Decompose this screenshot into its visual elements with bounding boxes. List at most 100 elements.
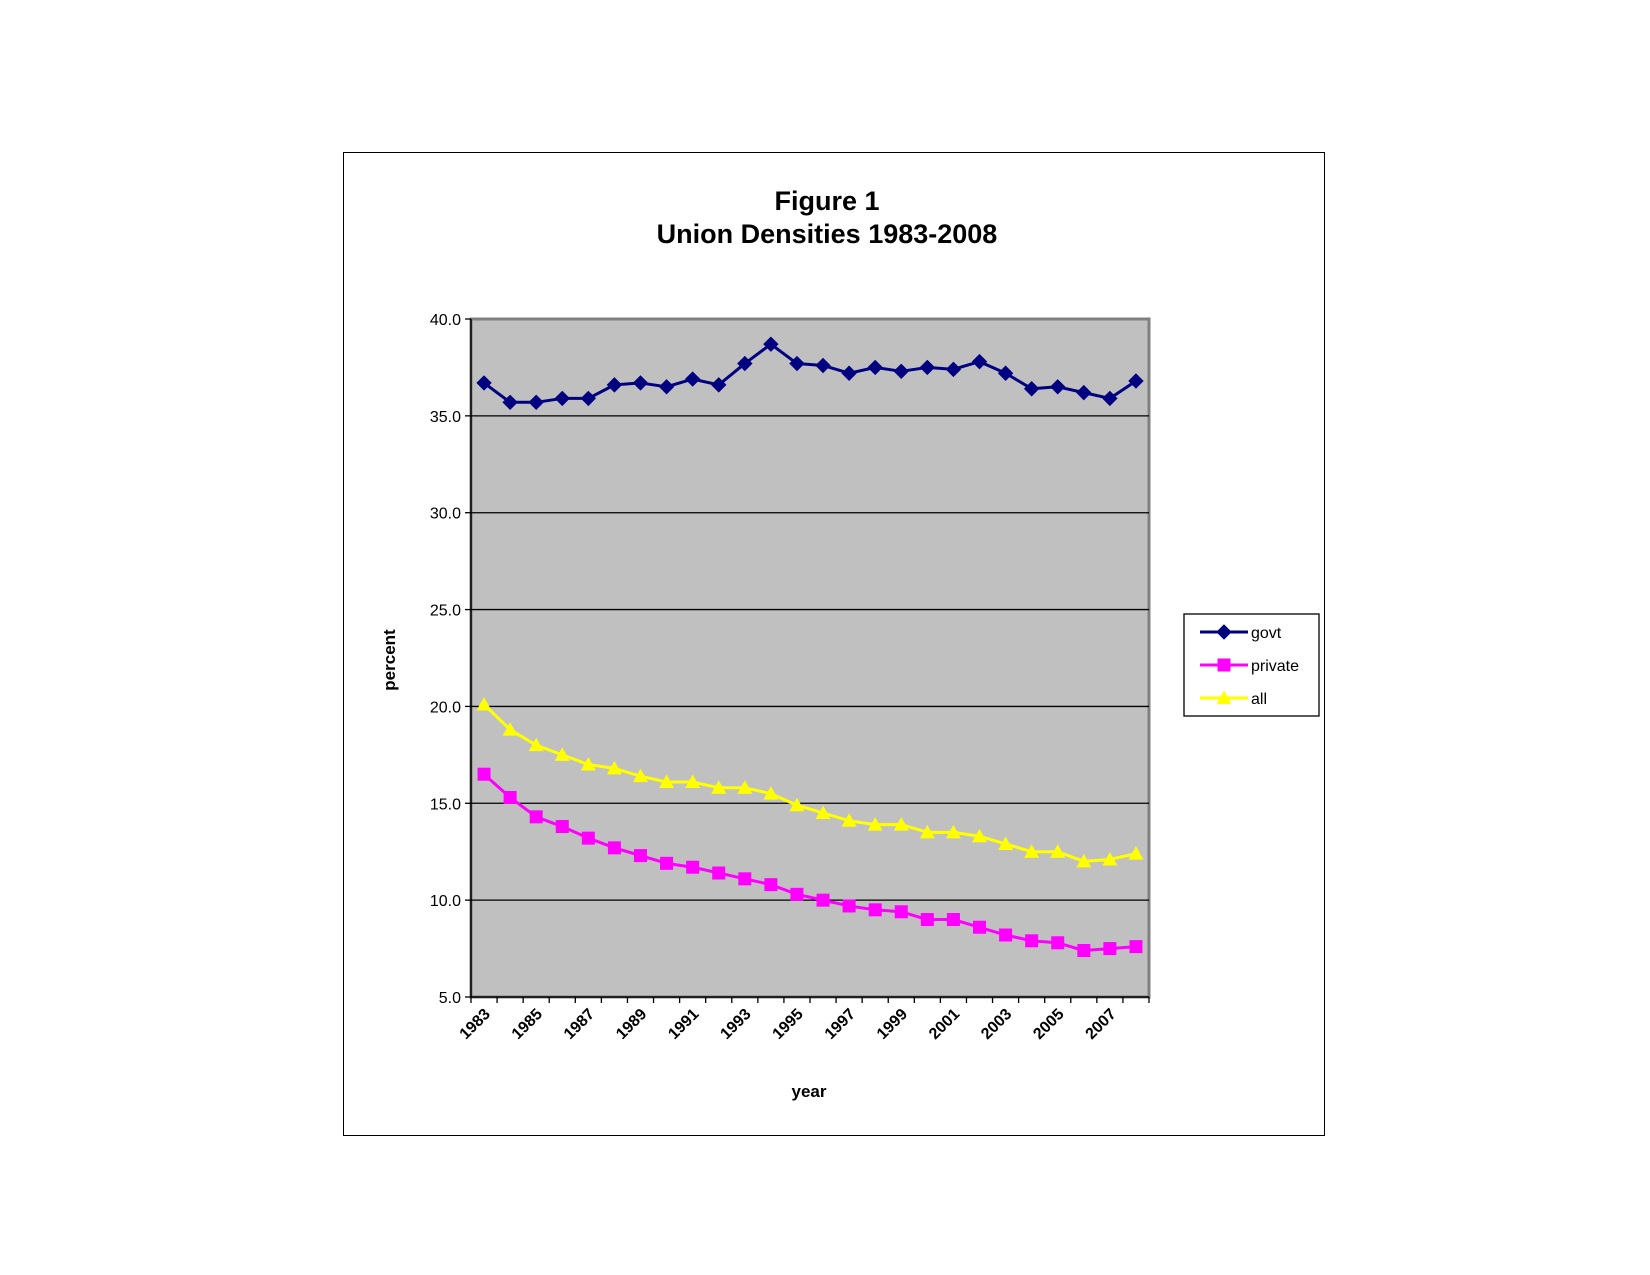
data-point-govt <box>919 359 936 376</box>
data-point-private <box>920 913 934 927</box>
y-tick-label: 30.0 <box>430 506 461 523</box>
x-tick-label: 2005 <box>1030 1006 1067 1043</box>
x-tick-label: 2007 <box>1083 1006 1120 1043</box>
data-point-govt <box>737 355 753 372</box>
data-point-govt <box>606 377 623 393</box>
x-tick-label: 1985 <box>509 1006 546 1043</box>
data-point-private <box>712 866 726 880</box>
data-point-private <box>1051 936 1065 950</box>
x-tick-label: 1991 <box>665 1006 702 1043</box>
data-point-govt <box>580 390 597 407</box>
data-point-govt <box>867 359 883 376</box>
data-point-all <box>1128 846 1144 860</box>
data-point-govt <box>1023 381 1040 397</box>
data-point-private <box>634 849 647 863</box>
data-point-private <box>999 928 1013 942</box>
data-point-govt <box>841 365 857 381</box>
x-tick-label: 1997 <box>822 1006 859 1043</box>
data-point-private <box>581 831 595 845</box>
x-tick-label: 1983 <box>457 1006 494 1043</box>
legend: govt private all <box>1183 613 1320 717</box>
data-point-private <box>686 860 700 874</box>
data-point-private <box>764 878 778 892</box>
chart-title: Figure 1 <box>774 186 879 216</box>
x-tick-label: 2003 <box>978 1006 1015 1043</box>
data-point-govt <box>763 336 779 352</box>
data-point-private <box>503 790 517 804</box>
plot-area <box>469 317 1151 999</box>
data-point-all <box>685 774 701 788</box>
data-point-all <box>737 780 753 794</box>
data-point-private <box>973 920 986 934</box>
y-tick-label: 40.0 <box>430 312 461 329</box>
x-tick-label: 1987 <box>561 1006 598 1043</box>
data-point-govt <box>945 361 962 378</box>
data-point-all <box>711 780 727 794</box>
data-point-govt <box>1102 390 1118 407</box>
legend-marker <box>1216 690 1232 704</box>
data-point-private <box>1077 944 1091 958</box>
y-tick-label: 10.0 <box>430 893 461 910</box>
data-point-private <box>790 887 804 901</box>
legend-label: all <box>1251 691 1267 708</box>
data-point-all <box>633 768 648 783</box>
data-point-private <box>1025 934 1039 948</box>
data-point-govt <box>476 375 492 391</box>
data-point-govt <box>1050 379 1066 395</box>
legend-item-all: all <box>1200 690 1267 708</box>
data-point-govt <box>789 355 805 372</box>
data-point-all <box>815 805 831 819</box>
data-point-govt <box>971 353 988 370</box>
data-point-all <box>867 817 883 831</box>
data-point-private <box>660 856 674 870</box>
data-point-all <box>972 828 987 843</box>
data-point-all <box>659 774 675 788</box>
data-point-govt <box>632 375 649 391</box>
data-point-all <box>763 786 779 800</box>
data-point-private <box>816 893 830 907</box>
legend-label: govt <box>1251 625 1282 642</box>
data-point-govt <box>528 394 544 411</box>
data-point-private <box>1103 942 1117 956</box>
legend-item-govt: govt <box>1200 624 1282 642</box>
x-axis-title: year <box>792 1082 827 1101</box>
x-tick-label: 1995 <box>770 1006 807 1043</box>
data-point-private <box>868 903 882 917</box>
chart-subtitle: Union Densities 1983-2008 <box>657 219 998 249</box>
y-tick-label: 15.0 <box>430 796 461 813</box>
data-point-private <box>738 872 752 886</box>
data-point-govt <box>1128 373 1144 389</box>
legend-label: private <box>1251 658 1299 675</box>
data-point-private <box>607 841 621 855</box>
y-tick-label: 35.0 <box>430 409 461 426</box>
data-point-all <box>1024 844 1040 858</box>
data-point-private <box>894 905 908 919</box>
x-tick-label: 1999 <box>874 1006 911 1043</box>
data-point-all <box>1050 844 1066 858</box>
data-point-govt <box>711 377 727 393</box>
data-point-private <box>1129 940 1143 954</box>
y-tick-label: 25.0 <box>430 603 461 620</box>
legend-marker <box>1217 658 1231 672</box>
data-point-all <box>841 813 857 827</box>
y-axis-title: percent <box>380 629 399 691</box>
chart-frame: Figure 1 Union Densities 1983-2008 5.0 10… <box>343 152 1325 1136</box>
series-private <box>477 767 1143 958</box>
data-point-all <box>945 824 961 839</box>
data-point-govt <box>658 379 675 395</box>
data-point-all <box>476 696 492 711</box>
data-point-all <box>606 760 622 775</box>
x-tick-label: 1989 <box>613 1006 650 1043</box>
data-point-all <box>528 737 544 752</box>
legend-item-private: private <box>1200 658 1299 675</box>
series-all <box>476 696 1144 868</box>
data-point-govt <box>502 394 518 411</box>
data-point-all <box>789 797 805 812</box>
data-point-private <box>529 810 543 824</box>
data-point-govt <box>554 390 570 407</box>
y-tick-label: 20.0 <box>430 699 461 716</box>
data-point-all <box>554 747 570 761</box>
data-point-govt <box>893 363 909 380</box>
data-point-govt <box>997 365 1014 381</box>
data-point-all <box>919 824 935 839</box>
